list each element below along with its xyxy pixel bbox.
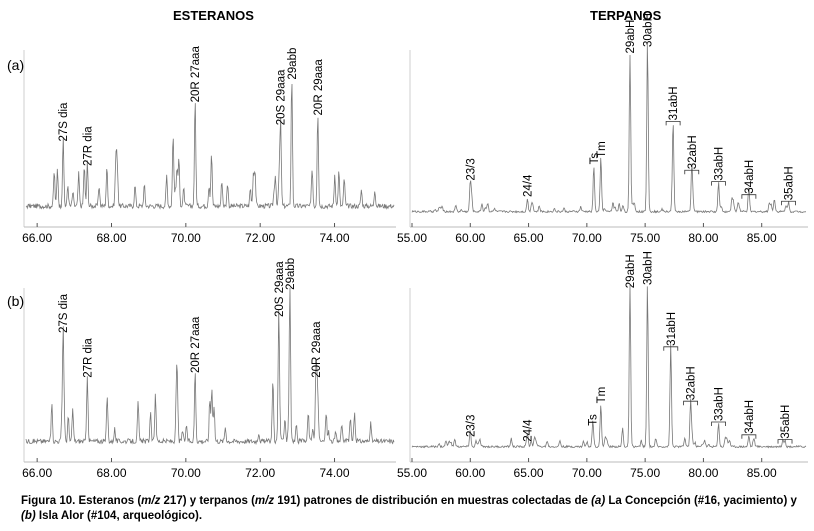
peak-bracket [663,346,679,351]
peak-label: 30abH [642,13,654,47]
x-tick-label: 65.00 [514,466,544,480]
peak-label: 34abH [744,160,756,194]
trace-line [411,285,807,449]
panel-label-a: (a) [7,57,25,73]
x-tick-label: 75.00 [630,466,660,480]
peak-label: 34abH [744,400,756,434]
caption-part-4: La Concepción (#16, yacimiento) y [605,495,797,507]
peak-label: 27S dia [58,293,70,333]
peak-label: 35abH [780,405,792,439]
x-tick-label: 75.00 [630,231,660,245]
caption-part-1: Figura 10. Esteranos ( [21,495,142,507]
peak-label: Tm [596,387,608,404]
x-tick-label: 60.00 [455,231,485,245]
peak-label: 30abH [642,251,654,285]
trace-line [25,287,395,446]
x-tick-label: 55.00 [397,231,427,245]
peak-bracket [684,169,700,175]
peak-label: Tm [596,141,608,158]
peak-label: 29abb [285,258,297,290]
peak-bracket [741,194,757,199]
caption-mz-2: m/z [254,495,275,507]
peak-label: Ts [589,153,601,165]
peak-label: 33abH [714,387,726,421]
chromatograms: 66.00 68.00 70.00 72.00 74.00 27S dia 27R dia 2… [22,13,808,480]
x-tick-label: 70.00 [572,466,602,480]
peak-label: 35abH [784,166,796,200]
peak-label: 20S 29aaa [276,69,288,125]
peak-bracket [711,421,726,426]
x-tick-label: 74.00 [320,231,350,245]
x-tick-label: 80.00 [688,231,718,245]
peak-label: 29abH [625,20,637,54]
peak-label: 29abH [625,254,637,288]
trace-line [411,44,807,214]
peak-label: 20S 29aaa [274,261,286,317]
peak-label: 20R 27aaa [190,316,202,373]
peak-label: 23/3 [465,415,477,437]
x-tick-label: 85.00 [747,231,777,245]
peak-label: 23/3 [465,158,477,180]
x-tick-label: 70.00 [572,231,602,245]
terpanos-title: TERPANOS [590,8,662,23]
peak-label: 32abH [686,366,698,400]
caption-mz-1: m/z [141,495,161,507]
peak-label: 20R 29aaa [311,321,323,378]
peak-label: 32abH [687,135,699,169]
x-tick-label: 72.00 [245,466,275,480]
trace-line [25,83,395,210]
caption-sample-b: (b) [21,510,36,522]
peak-label: 27R dia [82,338,94,378]
x-tick-label: 70.00 [171,466,201,480]
peak-label: 27R dia [82,126,94,166]
figure-caption: Figura 10. Esteranos (m/z 217) y terpano… [21,494,801,524]
peak-bracket [741,434,757,439]
peak-bracket [683,400,698,406]
x-tick-label: 85.00 [747,466,777,480]
caption-sample-a: (a) [591,495,606,507]
peak-label: 20R 27aaa [190,46,202,103]
caption-part-2: 217) y terpanos ( [160,495,255,507]
x-tick-label: 55.00 [397,466,427,480]
x-tick-label: 60.00 [455,466,485,480]
x-tick-label: 66.00 [22,231,52,245]
x-tick-label: 74.00 [320,466,350,480]
x-tick-label: 72.00 [245,231,275,245]
caption-part-3: 191) patrones de distribución en muestra… [274,495,592,507]
peak-label: 20R 29aaa [313,59,325,116]
x-tick-label: 65.00 [514,231,544,245]
peak-label: 31abH [668,86,680,120]
peak-label: Ts [588,414,600,426]
peak-bracket [781,200,796,206]
panel-label-b: (b) [7,293,25,309]
peak-label: 33abH [714,147,726,181]
x-tick-label: 68.00 [96,466,126,480]
peak-bracket [711,181,726,186]
caption-part-5: Isla Alor (#104, arqueológico). [35,510,203,522]
peak-bracket [665,120,681,126]
peak-label: 29abb [287,48,299,80]
x-tick-label: 66.00 [22,466,52,480]
esteranos-title: ESTERANOS [173,8,254,23]
peak-label: 31abH [666,312,678,346]
x-tick-label: 70.00 [171,231,201,245]
peak-label: 24/4 [522,419,534,442]
peak-label: 27S dia [58,102,70,142]
x-tick-label: 80.00 [688,466,718,480]
peak-label: 24/4 [522,174,534,197]
peak-bracket [777,439,793,444]
x-tick-label: 68.00 [96,231,126,245]
